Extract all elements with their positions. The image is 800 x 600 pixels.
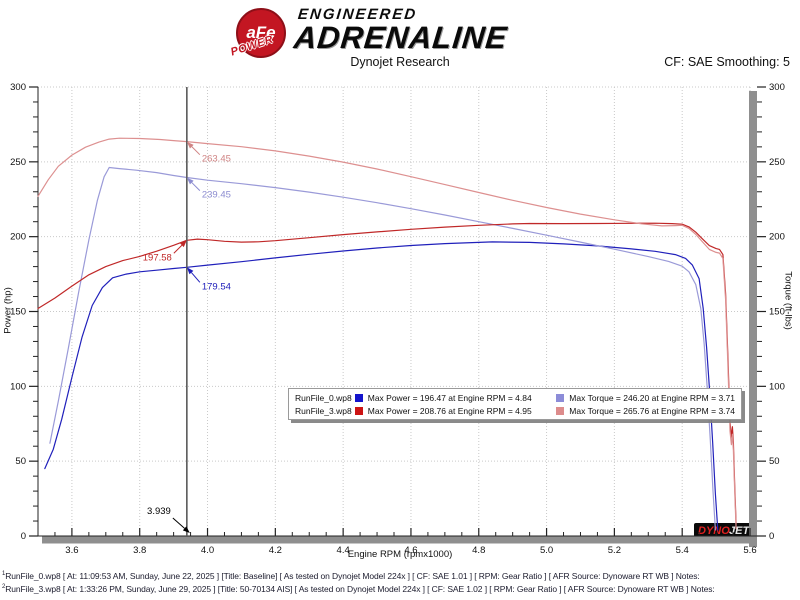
y-tick-label-right: 200 [769, 232, 785, 243]
power-color-swatch [354, 393, 363, 402]
legend-max-torque: Max Torque = 265.76 at Engine RPM = 3.74 [569, 405, 735, 416]
x-tick-label: 3.6 [65, 545, 78, 556]
cursor-marker-label: 179.54 [202, 281, 231, 292]
footnote-marker: 1 [2, 571, 6, 578]
runfile0-metadata-line: 1RunFile_0.wp8 [ At: 11:09:53 AM, Sunday… [2, 571, 700, 581]
cursor-marker-label: 263.45 [202, 154, 231, 165]
legend-row-runfile0: RunFile_0.wp8 Max Power = 196.47 at Engi… [289, 391, 741, 404]
x-tick-label: 4.2 [269, 545, 282, 556]
y-tick-label-left: 250 [10, 157, 26, 168]
x-tick-label: 4.8 [472, 545, 485, 556]
legend-max-torque: Max Torque = 246.20 at Engine RPM = 3.71 [569, 392, 735, 403]
right-axis-band [749, 91, 757, 547]
correction-factor-setting: CF: SAE Smoothing: 5 [664, 55, 790, 69]
curve-0-runfile-0-power-hp- [44, 241, 719, 531]
y-tick-label-right: 50 [769, 456, 780, 467]
x-tick-label: 5.6 [743, 545, 756, 556]
y-tick-label-left: 150 [10, 307, 26, 318]
cursor-marker-label: 197.58 [143, 252, 172, 263]
y-tick-label-left: 50 [15, 456, 26, 467]
dynojet-watermark-logo: DYNO JET [694, 523, 757, 537]
legend-file-name: RunFile_0.wp8 [295, 392, 352, 403]
power-color-swatch [354, 406, 363, 415]
cursor-marker-label: 239.45 [202, 190, 231, 201]
legend-max-power: Max Power = 196.47 at Engine RPM = 4.84 [367, 392, 532, 403]
torque-color-swatch [556, 406, 565, 415]
y-tick-label-right: 100 [769, 381, 785, 392]
cursor-marker-arrow-head [186, 267, 194, 275]
footnote-marker: 2 [2, 584, 6, 591]
x-tick-label: 3.8 [133, 545, 146, 556]
afe-logo-circle-icon: aFe [236, 8, 286, 58]
cursor-x-arrow-line [172, 517, 185, 529]
curve-3-runfile-3-torque-ft-lbs- [37, 137, 737, 530]
y-tick-label-left: 300 [10, 82, 26, 93]
y-tick-label-left: 100 [10, 381, 26, 392]
cursor-marker-arrow-line [191, 182, 201, 191]
bottom-axis-band [42, 536, 757, 544]
cursor-marker-arrow-head [186, 141, 194, 149]
curve-1-runfile-0-torque-ft-lbs- [49, 166, 717, 531]
dynojet-watermark-dyno: DYNO [698, 525, 730, 537]
x-tick-label: 5.4 [676, 545, 689, 556]
max-values-legend: RunFile_0.wp8 Max Power = 196.47 at Engi… [288, 388, 742, 420]
cursor-x-arrow-head [182, 526, 190, 533]
y-tick-label-right: 0 [769, 531, 774, 542]
legend-file-name: RunFile_3.wp8 [295, 405, 352, 416]
cursor-marker-arrow-line [191, 272, 201, 283]
cursor-x-label: 3.939 [147, 506, 171, 517]
y-tick-label-right: 250 [769, 157, 785, 168]
torque-color-swatch [556, 393, 565, 402]
x-tick-label: 4.6 [404, 545, 417, 556]
cursor-marker-arrow-head [180, 240, 187, 248]
afe-power-logo: aFe POWER ENGINEERED ADRENALINE [229, 4, 576, 59]
x-axis-label-rpm: Engine RPM (rpmx1000) [347, 549, 453, 560]
x-tick-label: 4.4 [337, 545, 350, 556]
x-tick-label: 4.0 [201, 545, 214, 556]
cursor-marker-arrow-head [186, 177, 194, 185]
y-tick-label-right: 300 [769, 82, 785, 93]
y-axis-label-power: Power (hp) [2, 287, 14, 334]
cursor-marker-arrow-line [191, 146, 201, 156]
runfile3-metadata-line: 2RunFile_3.wp8 [ At: 1:33:26 PM, Sunday,… [2, 584, 715, 594]
x-tick-label: 5.2 [608, 545, 621, 556]
x-tick-label: 5.0 [540, 545, 553, 556]
y-tick-label-left: 0 [21, 531, 26, 542]
cursor-marker-arrow-line [173, 244, 183, 254]
dynojet-watermark-jet: JET [729, 525, 750, 537]
legend-max-power: Max Power = 208.76 at Engine RPM = 4.95 [367, 405, 532, 416]
legend-row-runfile3: RunFile_3.wp8 Max Power = 208.76 at Engi… [289, 404, 741, 417]
y-tick-label-left: 200 [10, 232, 26, 243]
curve-2-runfile-3-power-hp- [37, 222, 737, 525]
y-tick-label-right: 150 [769, 307, 785, 318]
y-axis-label-torque: Torque (ft-lbs) [782, 271, 794, 330]
report-title: Dynojet Research [350, 55, 450, 69]
